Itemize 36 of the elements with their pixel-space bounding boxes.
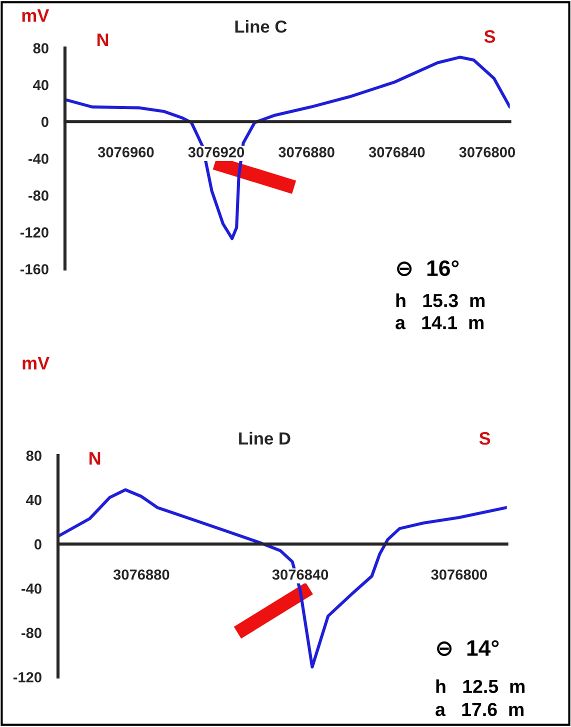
text: h 15.3 m	[396, 293, 485, 308]
y-tick-label: -40	[28, 154, 48, 164]
annotation: ⊖ 14°	[437, 640, 499, 656]
y-tick-label: -120	[13, 672, 42, 682]
annotation: N	[90, 452, 100, 465]
chart-title: Line C	[235, 20, 287, 33]
x-tick-label: 3076880	[113, 569, 170, 580]
y-tick-label: 40	[26, 494, 42, 506]
chart-title: Line D	[239, 432, 290, 445]
x-tick-label: 3076880	[278, 147, 334, 158]
text: a 14.1 m	[396, 316, 484, 330]
x-tick-label: 3076920	[188, 147, 244, 158]
y-tick-label: 80	[33, 43, 48, 54]
y-axis-title: mV	[22, 356, 50, 370]
x-tick-label: 3076840	[272, 569, 328, 580]
y-tick-label: -80	[28, 190, 48, 201]
text: a 17.6 m	[436, 702, 524, 716]
y-tick-label: 40	[33, 80, 48, 90]
y-tick-label: 0	[41, 116, 48, 128]
text: S	[484, 30, 496, 43]
line-series	[58, 488, 507, 669]
x-tick-label: 3076800	[459, 147, 515, 158]
text: h 12.5 m	[436, 679, 525, 694]
text: S	[479, 432, 490, 445]
y-tick-label: -40	[22, 583, 42, 594]
y-tick-label: -160	[20, 264, 48, 274]
annotation: ⊖ 16°	[397, 260, 459, 276]
x-tick-label: 3076840	[368, 147, 425, 158]
x-tick-label: 3076960	[98, 147, 154, 158]
y-tick-label: 0	[34, 539, 42, 550]
x-tick-label: 3076800	[431, 569, 487, 580]
y-tick-label: -80	[22, 628, 42, 638]
y-axis-title: mV	[22, 9, 50, 22]
text: N	[97, 34, 108, 46]
y-tick-label: -120	[20, 227, 48, 238]
y-tick-label: 80	[26, 450, 42, 461]
